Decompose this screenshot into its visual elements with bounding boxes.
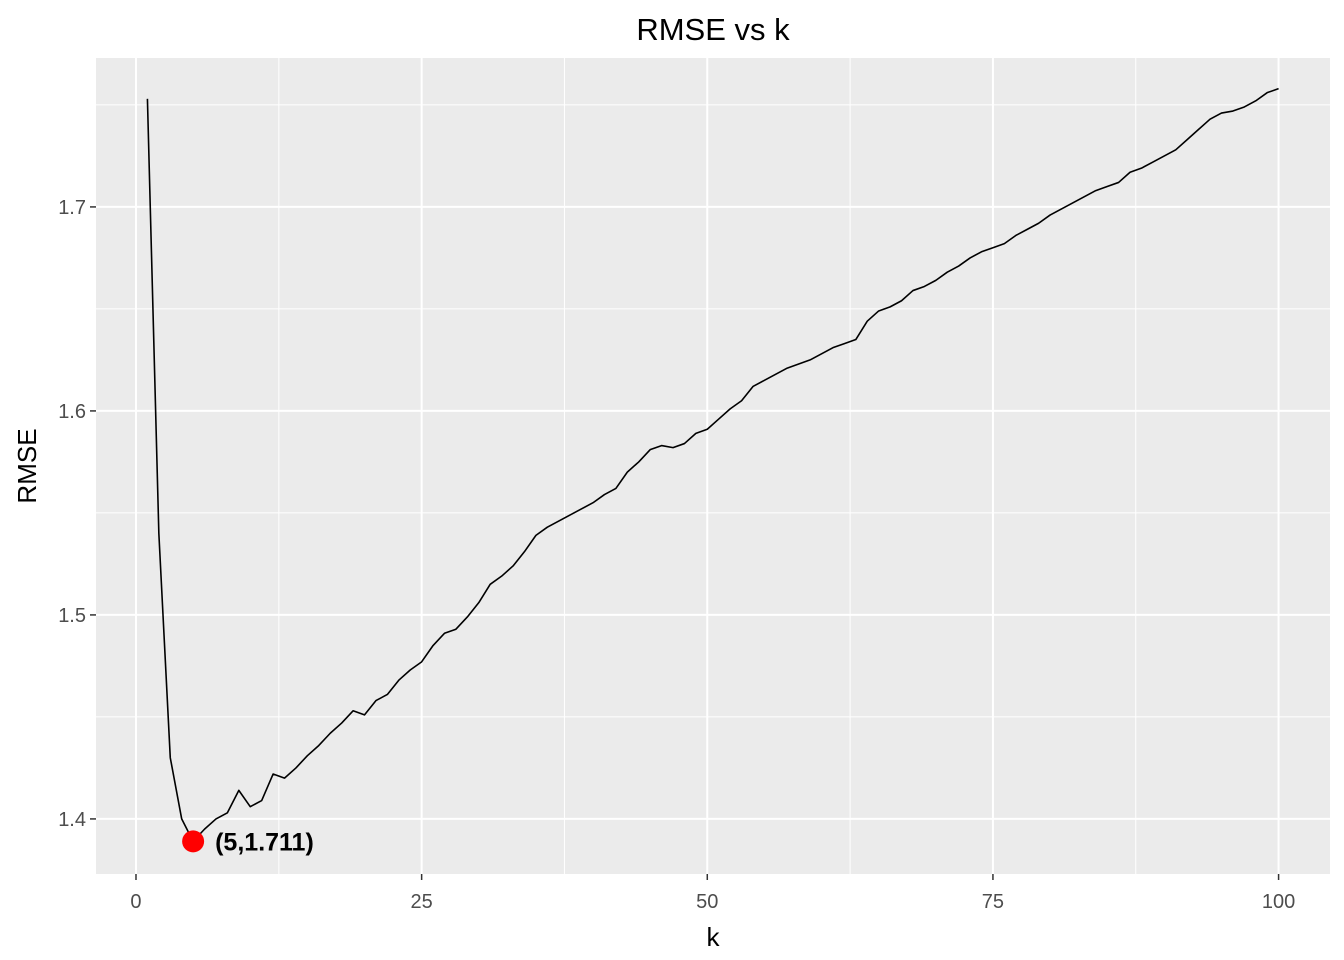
x-tick-label: 25 [411,891,433,913]
x-tick-label: 75 [982,891,1004,913]
y-tick-label: 1.6 [58,401,86,423]
min-point-annotation: (5,1.711) [215,828,314,856]
minor-gridlines [96,58,1330,874]
x-tick-label: 0 [130,891,141,913]
y-tick-label: 1.4 [58,809,86,831]
x-axis-ticks: 0 25 50 75 100 [130,874,1295,913]
plot-panel [96,58,1330,874]
min-rmse-point [182,830,205,853]
x-axis-title: k [707,922,721,952]
y-axis-title: RMSE [12,428,42,503]
y-tick-label: 1.7 [58,197,86,219]
chart-title: RMSE vs k [636,12,790,47]
major-gridlines [96,58,1330,874]
y-axis-ticks: 1.4 1.5 1.6 1.7 [58,197,96,831]
rmse-series-line [146,87,1279,843]
x-tick-label: 100 [1262,891,1295,913]
x-tick-label: 50 [696,891,718,913]
y-tick-label: 1.5 [58,605,86,627]
